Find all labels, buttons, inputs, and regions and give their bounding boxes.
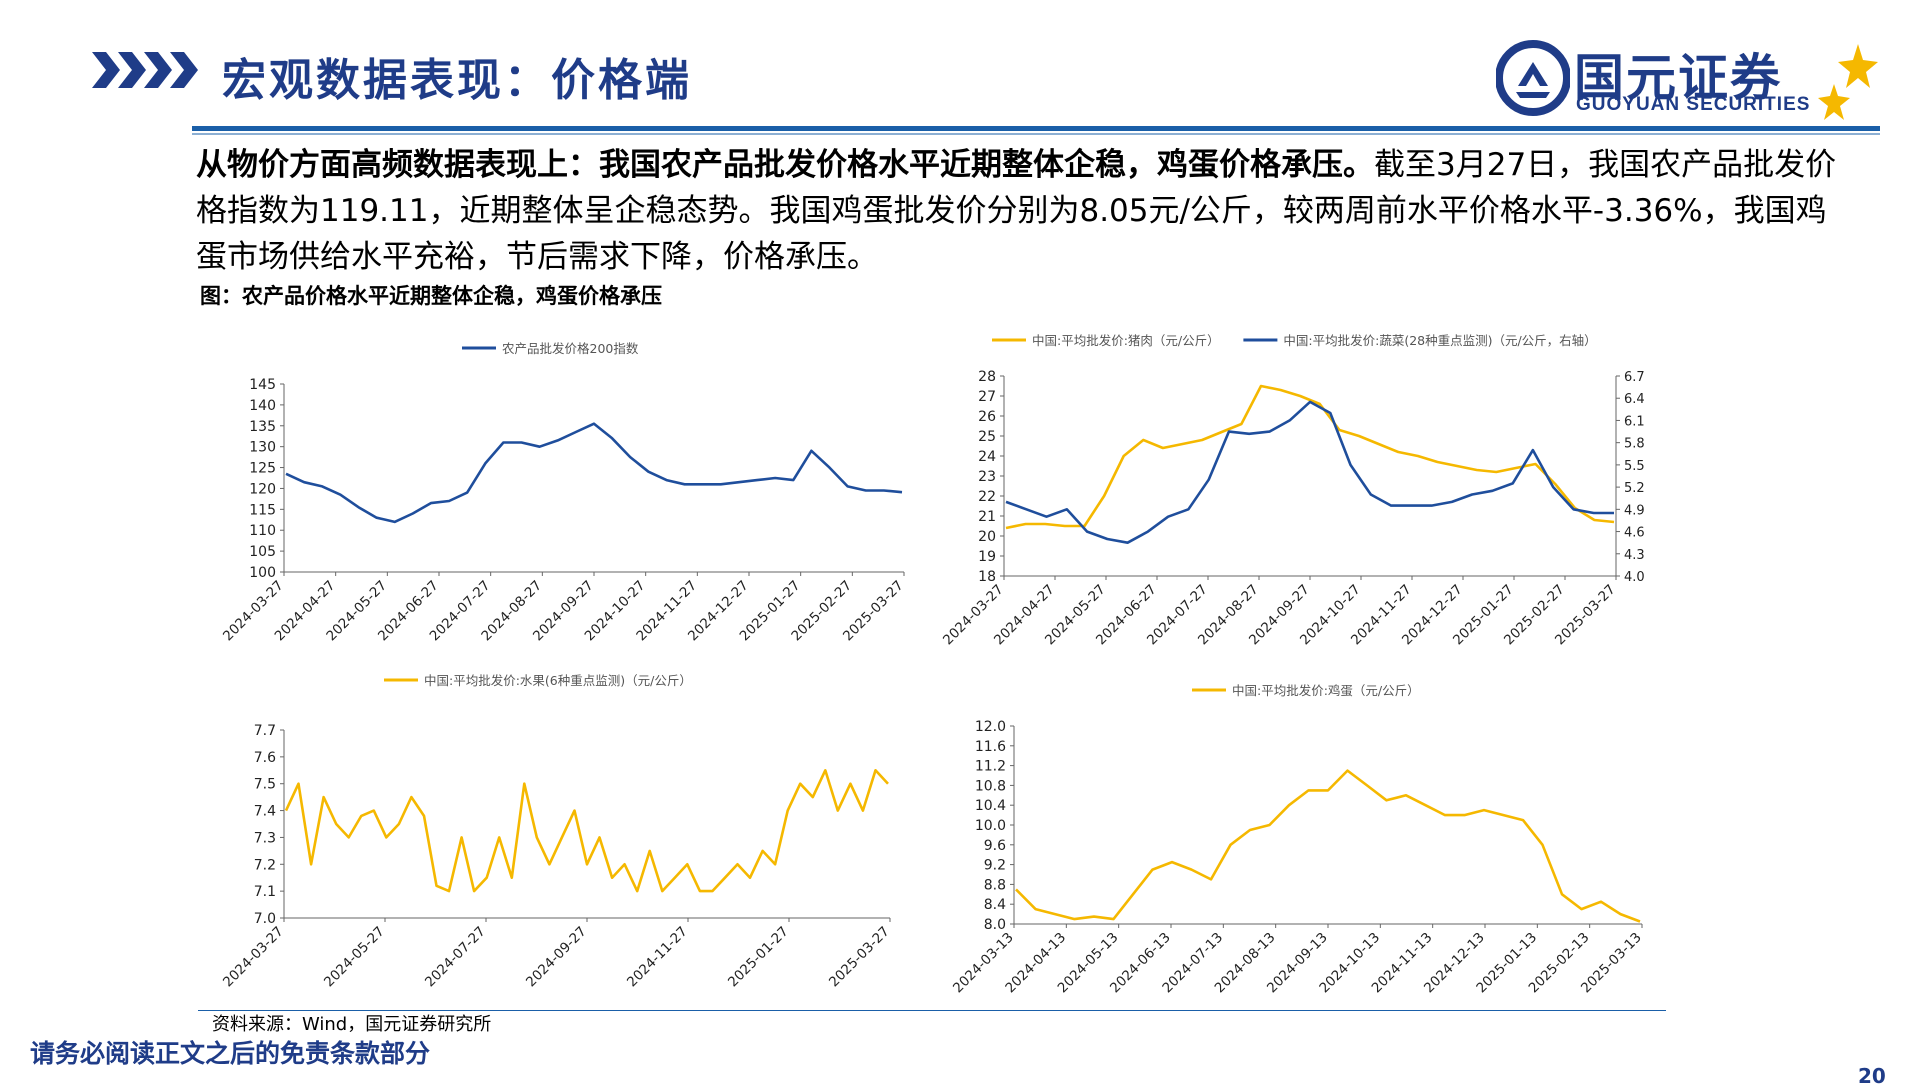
y-tick-label: 145 <box>249 377 276 393</box>
y-tick-label: 8.0 <box>984 917 1006 933</box>
y-tick-label: 135 <box>249 419 276 435</box>
y-tick-label: 26 <box>978 409 996 425</box>
chart-panel-1: 农产品批发价格200指数 100 105 110 115 120 125 130 135 140 1… <box>220 341 907 644</box>
y-tick-label: 24 <box>978 449 996 465</box>
y2-tick-label: 6.7 <box>1624 370 1645 385</box>
legend-label: 中国:平均批发价:水果(6种重点监测)（元/公斤） <box>424 673 692 688</box>
y2-tick-label: 4.9 <box>1624 503 1645 518</box>
y-tick-label: 18 <box>978 569 996 585</box>
y-tick-label: 25 <box>978 429 996 445</box>
y-tick-label: 10.0 <box>975 818 1006 834</box>
figure-caption: 图：农产品价格水平近期整体企稳，鸡蛋价格承压 <box>200 284 662 308</box>
logo-mark-icon <box>1496 40 1570 116</box>
y-tick-label: 12.0 <box>975 719 1006 735</box>
company-logo: 国元证券 GUOYUAN SECURITIES <box>1496 36 1884 126</box>
source-divider <box>198 1010 1666 1011</box>
series-line-1 <box>285 422 903 524</box>
legend-entry-1: 中国:平均批发价:鸡蛋（元/公斤） <box>1192 683 1420 698</box>
header-divider-thin <box>192 133 1880 135</box>
summary-body: 截至3月27日，我国农产品批发价格指数为119.11，近期整体呈企稳态势。我国鸡… <box>196 147 1837 275</box>
logo-english-name: GUOYUAN SECURITIES <box>1576 94 1811 115</box>
y-tick-label: 125 <box>249 461 276 477</box>
y-tick-label: 9.6 <box>984 838 1006 854</box>
summary-lead: 从物价方面高频数据表现上：我国农产品批发价格水平近期整体企稳，鸡蛋价格承压。 <box>196 147 1374 183</box>
x-tick-label: 2024-05-27 <box>321 924 388 991</box>
legend-entry-1: 中国:平均批发价:猪肉（元/公斤） <box>992 333 1220 348</box>
logo-chinese-name: 国元证券 <box>1574 49 1782 107</box>
legend-entry-2: 中国:平均批发价:蔬菜(28种重点监测)（元/公斤，右轴） <box>1243 333 1597 348</box>
chart-panel-3: 中国:平均批发价:水果(6种重点监测)（元/公斤） 7.0 7.1 7.2 7.3 7.4… <box>220 673 893 990</box>
page-number: 20 <box>1858 1064 1886 1088</box>
y-tick-label: 115 <box>249 502 276 518</box>
charts-area: 农产品批发价格200指数 100 105 110 115 120 125 130 135 140 1… <box>220 333 1645 996</box>
y2-tick-label: 6.1 <box>1624 414 1645 429</box>
y-tick-label: 105 <box>249 544 276 560</box>
y-tick-label: 100 <box>249 565 276 581</box>
chart-panel-4: 中国:平均批发价:鸡蛋（元/公斤） 8.0 8.4 8.8 9.2 9.6 10.0 10.4… <box>950 683 1645 996</box>
legend-entry-1: 农产品批发价格200指数 <box>462 341 639 356</box>
y-tick-label: 21 <box>978 509 996 525</box>
y-tick-label: 8.8 <box>984 877 1006 893</box>
y-tick-label: 10.8 <box>975 778 1006 794</box>
y-tick-label: 19 <box>978 549 996 565</box>
y2-tick-label: 6.4 <box>1624 392 1645 407</box>
y-tick-label: 27 <box>978 389 996 405</box>
y-tick-label: 7.1 <box>254 884 276 900</box>
y-tick-label: 7.5 <box>254 777 276 793</box>
y-tick-label: 9.2 <box>984 858 1006 874</box>
y-tick-label: 20 <box>978 529 996 545</box>
x-tick-label: 2024-09-27 <box>523 924 590 991</box>
x-tick-label: 2024-11-27 <box>624 924 691 991</box>
y-tick-label: 22 <box>978 489 996 505</box>
y-tick-label: 8.4 <box>984 897 1006 913</box>
legend-label: 中国:平均批发价:蔬菜(28种重点监测)（元/公斤，右轴） <box>1283 333 1596 348</box>
y2-tick-label: 4.6 <box>1624 526 1645 541</box>
series-line-1 <box>1015 769 1641 923</box>
series-line-1 <box>1005 384 1615 530</box>
y-tick-label: 23 <box>978 469 996 485</box>
y-tick-label: 11.6 <box>975 739 1006 755</box>
y-tick-label: 110 <box>249 523 276 539</box>
summary-paragraph: 从物价方面高频数据表现上：我国农产品批发价格水平近期整体企稳，鸡蛋价格承压。截至… <box>196 142 1856 280</box>
legend-label: 中国:平均批发价:鸡蛋（元/公斤） <box>1232 683 1420 698</box>
legend-entry-1: 中国:平均批发价:水果(6种重点监测)（元/公斤） <box>384 673 692 688</box>
y-tick-label: 7.0 <box>254 911 276 927</box>
x-tick-label: 2025-03-27 <box>826 924 893 991</box>
y-tick-label: 140 <box>249 398 276 414</box>
y2-tick-label: 4.3 <box>1624 548 1645 563</box>
legend-label: 中国:平均批发价:猪肉（元/公斤） <box>1032 333 1220 348</box>
header-chevrons-icon <box>92 52 198 88</box>
x-tick-label: 2024-03-27 <box>220 924 287 991</box>
y2-tick-label: 4.0 <box>1624 570 1645 585</box>
chart-panel-2: 中国:平均批发价:猪肉（元/公斤） 中国:平均批发价:蔬菜(28种重点监测)（元/… <box>940 333 1645 648</box>
series-line-2 <box>1005 400 1614 544</box>
y-tick-label: 10.4 <box>975 798 1006 814</box>
y-tick-label: 130 <box>249 440 276 456</box>
y-tick-label: 120 <box>249 481 276 497</box>
y-tick-label: 7.2 <box>254 857 276 873</box>
x-tick-label: 2024-07-27 <box>422 924 489 991</box>
y-tick-label: 28 <box>978 369 996 385</box>
series-line-1 <box>284 768 889 893</box>
star-icon <box>1818 44 1878 120</box>
page-title: 宏观数据表现：价格端 <box>222 55 692 106</box>
legend-label: 农产品批发价格200指数 <box>502 341 639 356</box>
y-tick-label: 7.7 <box>254 723 276 739</box>
y2-tick-label: 5.8 <box>1624 437 1645 452</box>
y-tick-label: 7.4 <box>254 804 276 820</box>
disclaimer-link[interactable]: 请务必阅读正文之后的免责条款部分 <box>30 1039 431 1068</box>
header-divider <box>192 126 1880 131</box>
y2-tick-label: 5.2 <box>1624 481 1645 496</box>
x-tick-label: 2025-01-27 <box>725 924 792 991</box>
y-tick-label: 7.3 <box>254 830 276 846</box>
y2-tick-label: 5.5 <box>1624 459 1645 474</box>
y-tick-label: 7.6 <box>254 750 276 766</box>
source-note: 资料来源：Wind，国元证券研究所 <box>212 1014 492 1035</box>
y-tick-label: 11.2 <box>975 759 1006 775</box>
